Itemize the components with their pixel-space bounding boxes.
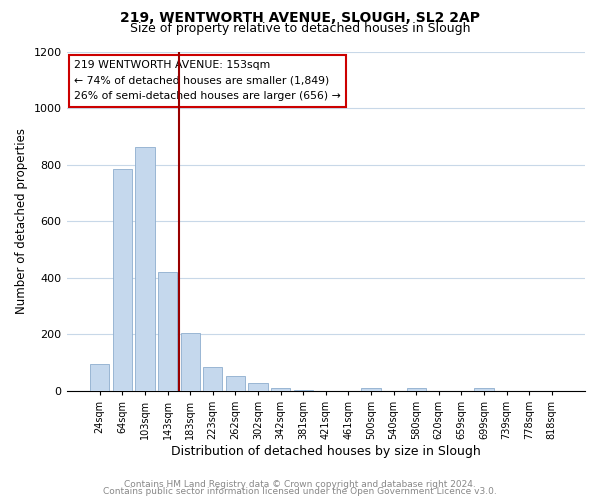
Bar (90, 364, 109, 390)
Bar (271, 388, 290, 390)
Text: 219, WENTWORTH AVENUE, SLOUGH, SL2 2AP: 219, WENTWORTH AVENUE, SLOUGH, SL2 2AP (120, 11, 480, 25)
Bar (226, 376, 245, 390)
Bar (203, 366, 223, 390)
Bar (248, 384, 268, 390)
Text: Size of property relative to detached houses in Slough: Size of property relative to detached ho… (130, 22, 470, 35)
Bar (113, 170, 132, 390)
Text: Contains HM Land Registry data © Crown copyright and database right 2024.: Contains HM Land Registry data © Crown c… (124, 480, 476, 489)
Text: Contains public sector information licensed under the Open Government Licence v3: Contains public sector information licen… (103, 487, 497, 496)
Y-axis label: Number of detached properties: Number of detached properties (15, 128, 28, 314)
Bar (407, 388, 426, 390)
Bar (361, 388, 380, 390)
Bar (475, 388, 494, 390)
Bar (136, 146, 155, 390)
X-axis label: Distribution of detached houses by size in Slough: Distribution of detached houses by size … (171, 444, 481, 458)
Bar (181, 333, 200, 390)
Bar (158, 272, 177, 390)
Text: 219 WENTWORTH AVENUE: 153sqm
← 74% of detached houses are smaller (1,849)
26% of: 219 WENTWORTH AVENUE: 153sqm ← 74% of de… (74, 60, 341, 101)
